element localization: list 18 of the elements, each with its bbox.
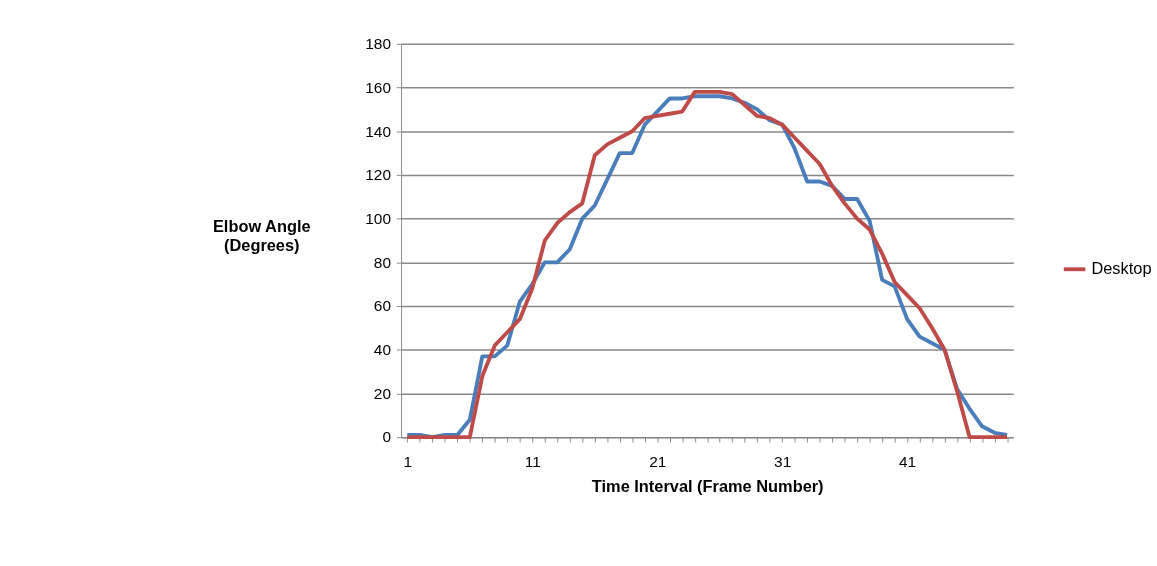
y-tick-label: 60 <box>373 297 391 315</box>
y-tick-label: 20 <box>373 384 391 402</box>
x-axis-title: Time Interval (Frame Number) <box>591 476 824 495</box>
x-tick-label: 41 <box>899 452 917 470</box>
y-tick-label: 100 <box>365 209 391 227</box>
y-tick-label: 80 <box>373 253 391 271</box>
y-tick-label: 140 <box>365 122 391 140</box>
y-axis-title: Elbow Angle (Degrees) <box>212 217 311 254</box>
x-tick-label: 21 <box>649 452 667 470</box>
y-tick-label: 120 <box>365 166 391 184</box>
x-tick-label: 11 <box>524 452 541 470</box>
y-tick-label: 0 <box>382 428 391 446</box>
x-tick-label: 1 <box>403 452 413 470</box>
y-tick-label: 160 <box>365 78 391 96</box>
y-tick-label: 40 <box>373 341 391 359</box>
legend-label: Desktop <box>1091 259 1152 278</box>
y-tick-label: 180 <box>365 35 391 53</box>
x-tick-label: 31 <box>774 452 792 470</box>
